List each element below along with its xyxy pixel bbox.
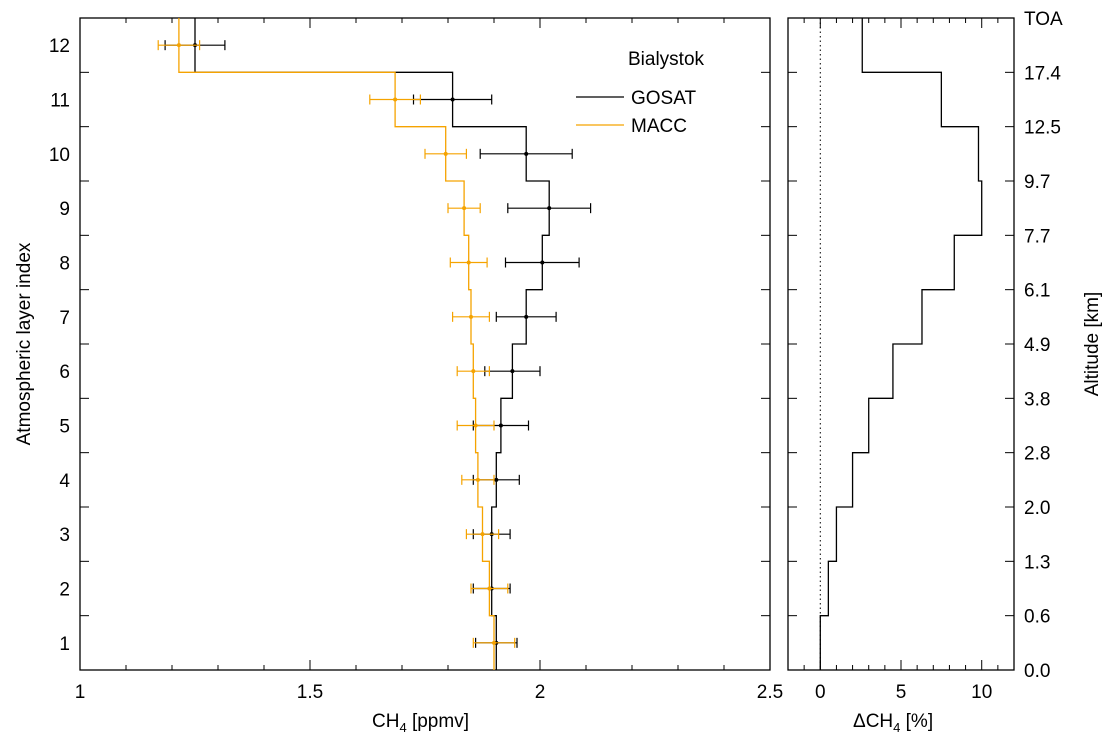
ch4-x-tick-label: 1.5	[297, 682, 323, 703]
legend-label-macc: MACC	[631, 116, 687, 137]
macc-data-point	[492, 640, 496, 645]
ch4-series	[157, 18, 592, 670]
layer-index-tick-label: 5	[59, 417, 70, 438]
gosat-data-point	[494, 477, 499, 482]
altitude-tick-label: 7.7	[1024, 226, 1050, 247]
altitude-tick-label: 0.6	[1024, 607, 1050, 628]
altitude-tick-label: 9.7	[1024, 172, 1050, 193]
layer-index-tick-label: 10	[49, 145, 70, 166]
layer-index-tick-label: 9	[59, 199, 70, 220]
altitude-tick-label: 6.1	[1024, 281, 1050, 302]
ch4-x-tick-label: 1	[75, 682, 86, 703]
delta-x-ticks: 0 5 10	[803, 18, 999, 703]
altitude-ticks: 0.0 0.6 1.3 2.0 2.8 3.8 4.9 6.1 7.7 9.7 12.5 17.4 TO…	[1024, 9, 1063, 682]
ch4-x-tick-label: 2.5	[757, 682, 783, 703]
gosat-data-point	[524, 314, 529, 319]
macc-data-point	[462, 206, 467, 211]
gosat-data-point	[540, 260, 545, 265]
layer-index-tick-label: 8	[59, 254, 70, 275]
macc-data-point	[473, 423, 478, 428]
legend-label-gosat: GOSAT	[631, 88, 696, 109]
altitude-tick-label: 12.5	[1024, 118, 1061, 139]
macc-data-point	[393, 97, 398, 102]
ch4-y-axis-label: Atmospheric layer index	[14, 242, 35, 445]
macc-data-point	[471, 369, 476, 374]
delta-x-tick-label: 5	[896, 682, 907, 703]
layer-index-tick-label: 7	[59, 308, 70, 329]
macc-data-point	[466, 260, 471, 265]
altitude-tick-label: 2.8	[1024, 444, 1050, 465]
delta-x-tick-label: 0	[815, 682, 826, 703]
gosat-data-point	[510, 369, 515, 374]
delta-ch4-chart: 0 5 10 0.0 0.6 1.3 2.0 2.8 3.8 4.9 6.1 7.7 9.7 12.5 1…	[787, 9, 1103, 735]
legend-title: Bialystok	[628, 49, 705, 70]
gosat-profile-line	[194, 18, 550, 670]
layer-index-tick-label: 3	[59, 525, 70, 546]
macc-profile-line	[178, 18, 495, 670]
delta-x-tick-label: 10	[971, 682, 992, 703]
macc-data-point	[443, 151, 448, 156]
gosat-data-point	[450, 97, 455, 102]
layer-index-tick-label: 1	[59, 634, 70, 655]
layer-boundary-ticks	[80, 71, 770, 617]
macc-data-point	[480, 532, 485, 537]
delta-series	[819, 18, 983, 670]
layer-index-tick-label: 12	[49, 36, 70, 57]
macc-data-point	[469, 314, 473, 319]
altitude-tick-label: 1.3	[1024, 552, 1050, 573]
delta-x-axis-label: ΔCH4 [%]	[853, 711, 933, 735]
layer-index-tick-label: 4	[59, 471, 70, 492]
legend: Bialystok GOSAT MACC	[576, 49, 705, 137]
macc-data-point	[475, 477, 480, 482]
altitude-tick-label: TOA	[1024, 9, 1063, 30]
delta-layer-boundary-ticks	[788, 71, 1014, 617]
altitude-tick-label: 3.8	[1024, 389, 1050, 410]
ch4-x-axis-label: CH4 [ppmv]	[372, 711, 469, 735]
ch4-x-tick-label: 2	[535, 682, 546, 703]
gosat-data-point	[498, 423, 503, 428]
altitude-tick-label: 17.4	[1024, 63, 1061, 84]
delta-profile-line	[819, 18, 983, 670]
layer-index-tick-label: 6	[59, 362, 70, 383]
layer-index-tick-label: 11	[50, 91, 70, 112]
altitude-tick-label: 4.9	[1024, 335, 1050, 356]
altitude-axis-label: Altitude [km]	[1082, 292, 1103, 397]
altitude-tick-label: 0.0	[1024, 661, 1050, 682]
altitude-tick-label: 2.0	[1024, 498, 1050, 519]
macc-data-point	[176, 43, 181, 48]
gosat-data-point	[524, 151, 529, 156]
ch4-x-ticks: 1 1.5 2 2.5	[75, 18, 783, 703]
macc-data-point	[487, 586, 492, 591]
layer-index-tick-label: 2	[59, 580, 70, 601]
gosat-data-point	[547, 206, 552, 211]
